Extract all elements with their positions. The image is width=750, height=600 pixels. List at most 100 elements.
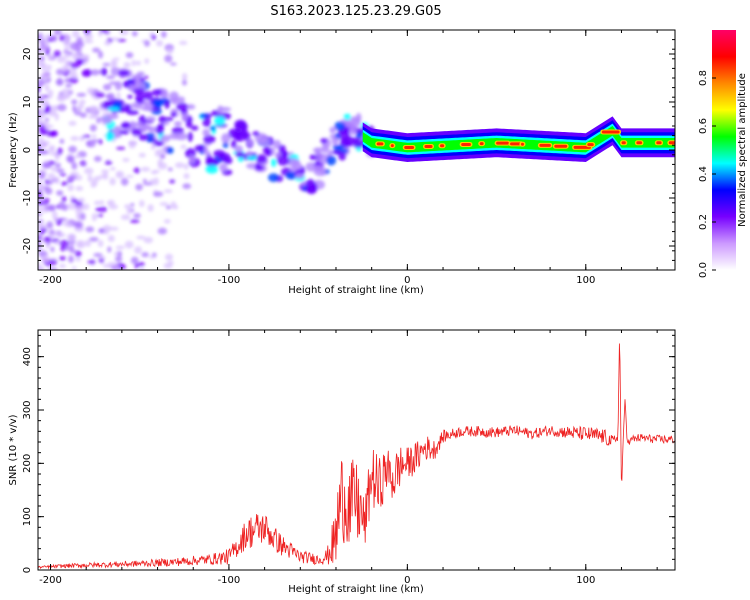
heatmap-noise-blob [75, 174, 83, 181]
snr-series-line [38, 343, 675, 570]
heatmap-noise-blob [59, 34, 65, 42]
heatmap-ridge-blob [332, 144, 345, 150]
colorbar-bar [712, 30, 736, 270]
heatmap-noise-blob [56, 190, 64, 196]
heatmap-noise-blob [138, 152, 146, 158]
heatmap-noise-blob [129, 219, 140, 224]
figure-title: S163.2023.125.23.29.G05 [270, 4, 441, 19]
heatmap-noise-blob [107, 234, 115, 242]
heatmap-noise-blob [107, 261, 117, 268]
heatmap-ridge-blob [187, 131, 193, 142]
heatmap-ridge-blob [136, 71, 145, 77]
heatmap-band-red [404, 146, 415, 150]
heatmap-noise-blob [57, 217, 68, 221]
heatmap-noise-blob [117, 250, 122, 258]
heatmap-noise-blob [159, 202, 169, 206]
heatmap-noise-blob [39, 184, 45, 191]
heatmap-ridge-blob [339, 137, 352, 148]
heatmap-noise-blob [164, 253, 174, 261]
heatmap-noise-blob [144, 39, 151, 47]
heatmap-noise-blob [181, 79, 187, 86]
heatmap-noise-blob [92, 47, 101, 53]
heatmap-noise-blob [87, 259, 96, 265]
heatmap-noise-blob [173, 121, 182, 127]
heatmap-noise-blob [76, 36, 83, 45]
heatmap-noise-blob [134, 246, 143, 254]
heatmap-band-red [439, 144, 445, 148]
heatmap-ridge-blob [271, 158, 277, 167]
heatmap-ridge-blob [204, 151, 211, 156]
heatmap-noise-blob [108, 226, 119, 231]
heatmap-ridge-blob [114, 80, 123, 91]
heatmap-ridge-blob [170, 112, 178, 118]
heatmap-ridge-blob [174, 132, 188, 141]
heatmap-ridge-blob [131, 128, 143, 136]
heatmap-noise-blob [97, 239, 104, 248]
heatmap-noise-blob [124, 240, 134, 249]
heatmap-band-red [539, 143, 551, 147]
heatmap-noise-blob [75, 221, 82, 227]
heatmap-noise-blob [50, 166, 58, 172]
heatmap-noise-blob [69, 42, 79, 51]
heatmap-noise-blob [80, 212, 86, 221]
heatmap-ridge-blob [234, 145, 243, 153]
heatmap-x-tick-label: -200 [39, 275, 62, 286]
heatmap-ridge-blob [185, 104, 196, 110]
heatmap-ridge-blob [176, 102, 188, 112]
heatmap-ridge-blob [202, 128, 210, 137]
heatmap-noise-blob [44, 205, 54, 211]
heatmap-noise-blob [40, 255, 50, 264]
heatmap-noise-blob [182, 183, 192, 190]
heatmap-noise-blob [79, 112, 87, 118]
heatmap-ridge-blob [118, 69, 130, 76]
snr-panel: -200 -100 0 100 0 100 200 300 400 Height of str… [8, 329, 676, 595]
heatmap-noise-blob [130, 202, 135, 207]
heatmap-noise-blob [181, 73, 188, 81]
heatmap-noise-blob [47, 173, 56, 181]
heatmap-ridge-blob [166, 147, 174, 154]
heatmap-noise-blob [71, 52, 80, 60]
heatmap-noise-blob [84, 239, 92, 248]
heatmap-noise-blob [99, 200, 105, 206]
heatmap-band-red [461, 142, 471, 146]
heatmap-band-red [621, 141, 626, 145]
heatmap-ridge-blob [101, 67, 108, 77]
heatmap-noise-blob [104, 40, 112, 46]
heatmap-noise-blob [114, 256, 123, 262]
heatmap-noise-blob [151, 252, 157, 257]
heatmap-noise-blob [40, 113, 47, 118]
heatmap-ridge-blob [146, 138, 155, 143]
heatmap-band-red [636, 141, 643, 145]
heatmap-ridge-blob [326, 155, 337, 166]
heatmap-noise-blob [38, 34, 44, 38]
heatmap-noise-blob [126, 207, 132, 215]
heatmap-noise-blob [115, 170, 125, 179]
heatmap-noise-blob [150, 145, 156, 150]
heatmap-noise-blob [147, 204, 154, 212]
heatmap-noise-blob [68, 174, 78, 181]
heatmap-ridge-blob [285, 171, 298, 180]
heatmap-noise-blob [102, 62, 111, 67]
heatmap-ridge-blob [252, 131, 260, 137]
heatmap-noise-blob [153, 191, 164, 197]
heatmap-ridge-blob [305, 162, 317, 172]
heatmap-noise-blob [166, 48, 174, 54]
heatmap-noise-blob [49, 229, 55, 234]
snr-x-tick-label: -200 [39, 575, 62, 586]
heatmap-noise-blob [47, 89, 54, 97]
heatmap-noise-blob [55, 176, 60, 185]
colorbar-tick-label: 0.6 [698, 118, 709, 134]
heatmap-noise-blob [93, 253, 103, 257]
heatmap-noise-blob [169, 179, 176, 184]
heatmap-band-red [510, 142, 523, 146]
heatmap-noise-blob [38, 265, 45, 270]
snr-ylabel: SNR (10 * v/v) [8, 414, 19, 485]
snr-y-tick-label: 100 [22, 507, 33, 526]
heatmap-noise-blob [102, 172, 109, 180]
heatmap-noise-blob [57, 103, 67, 112]
heatmap-noise-blob [108, 204, 119, 210]
heatmap-noise-blob [40, 150, 50, 155]
heatmap-ylabel: Frequency (Hz) [8, 112, 19, 188]
heatmap-noise-blob [59, 263, 66, 269]
heatmap-noise-blob [97, 213, 104, 218]
